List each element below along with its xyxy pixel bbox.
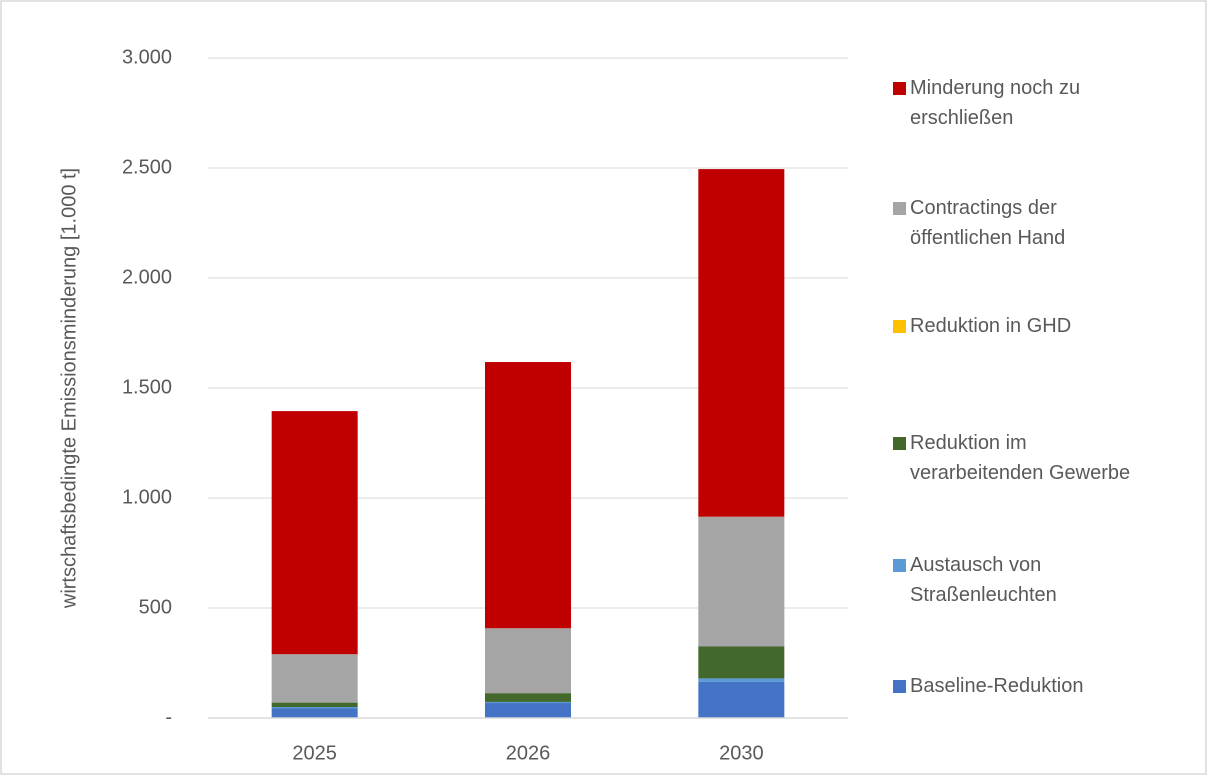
bar-segment <box>271 707 358 709</box>
legend-label: Contractings der öffentlichen Hand <box>910 197 1066 249</box>
bar-segment <box>485 703 571 718</box>
legend-swatch <box>893 559 906 572</box>
bar-segment <box>698 169 785 517</box>
x-tick-label: 2030 <box>719 742 764 764</box>
legend-swatch <box>893 202 906 215</box>
x-tick-label: 2026 <box>506 742 551 764</box>
y-tick-label: 500 <box>139 596 172 618</box>
bar-segment <box>485 362 571 629</box>
legend-swatch <box>893 437 906 450</box>
legend-swatch <box>893 680 906 693</box>
bar-segment <box>485 693 571 702</box>
legend-label: Minderung noch zu erschließen <box>910 77 1081 129</box>
bar-segment <box>271 708 358 718</box>
y-tick-label: 2.500 <box>122 156 172 178</box>
y-tick-label: 1.000 <box>122 486 172 508</box>
y-tick-label: 2.000 <box>122 266 172 288</box>
legend-swatch <box>893 320 906 333</box>
legend-label: Reduktion in GHD <box>910 315 1072 337</box>
y-tick-label: 1.500 <box>122 376 172 398</box>
y-tick-label: 3.000 <box>122 46 172 68</box>
legend-label: Baseline-Reduktion <box>910 675 1084 697</box>
bar-segment <box>485 628 571 694</box>
legend-label: Austausch von Straßenleuchten <box>910 554 1057 606</box>
bar-segment <box>271 702 358 707</box>
bar-segment <box>271 411 358 655</box>
bar-segment <box>698 516 785 647</box>
y-tick-label: - <box>165 706 172 728</box>
legend-label: Reduktion im verarbeitenden Gewerbe <box>910 432 1131 484</box>
bar-segment <box>698 681 785 718</box>
bar-segment <box>698 678 785 682</box>
x-tick-label: 2025 <box>292 742 337 764</box>
y-axis-title: wirtschaftsbedingte Emissionsminderung [… <box>58 168 80 609</box>
bar-segment <box>698 646 785 679</box>
bar-segment <box>485 701 571 704</box>
legend-swatch <box>893 82 906 95</box>
bar-segment <box>271 654 358 703</box>
